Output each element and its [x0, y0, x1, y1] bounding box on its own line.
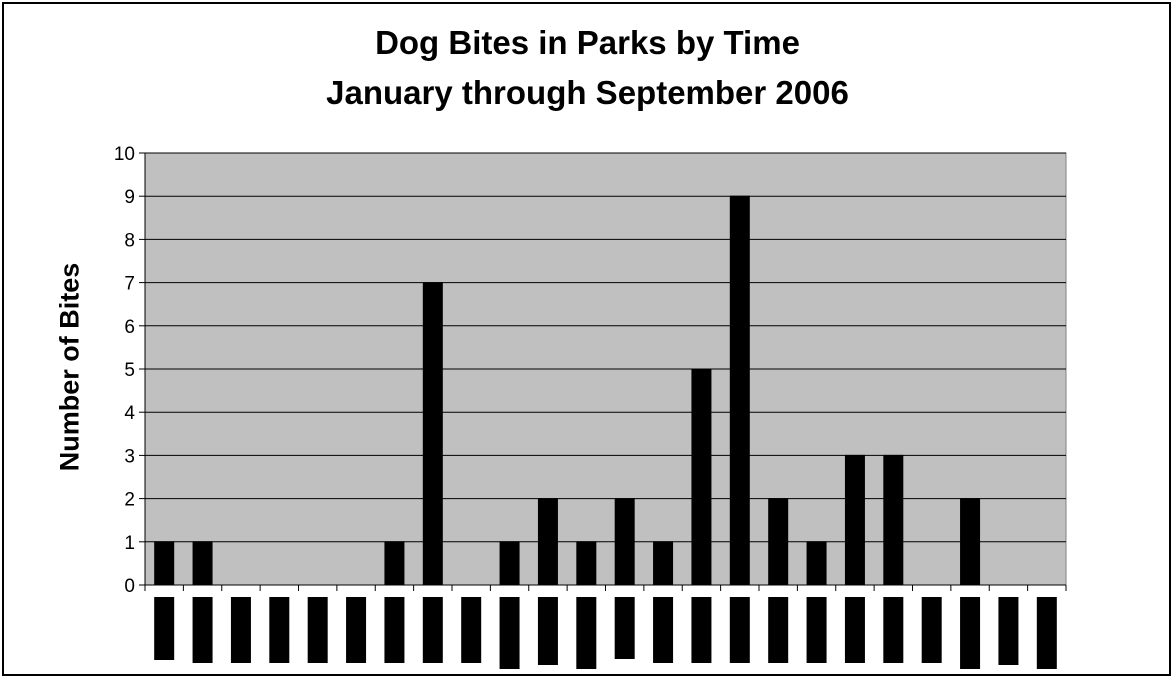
x-tick-label-block: [806, 597, 827, 663]
x-tick-label-block: [346, 597, 367, 663]
bar: [691, 368, 712, 586]
x-tick-label-block: [653, 597, 674, 663]
x-tick-label-block: [614, 597, 635, 659]
bar: [537, 498, 558, 586]
y-tick-label: 3: [124, 446, 135, 467]
x-tick-label-block: [729, 597, 750, 663]
x-tick-label-block: [269, 597, 290, 663]
bar: [576, 541, 597, 586]
bar: [768, 498, 789, 586]
y-tick-label: 1: [124, 533, 135, 554]
x-tick-label-block: [422, 597, 443, 663]
x-tick-label-block: [998, 597, 1019, 665]
bar: [883, 454, 904, 586]
x-tick-label-block: [537, 597, 558, 665]
y-tick-label: 0: [124, 576, 135, 597]
y-tick-label: 7: [124, 274, 135, 295]
y-tick-label: 8: [124, 230, 135, 251]
x-tick-label-block: [844, 597, 865, 663]
bar: [422, 282, 443, 586]
y-tick-label: 10: [114, 144, 135, 165]
bar: [960, 498, 981, 586]
x-tick-label-block: [154, 597, 175, 660]
x-tick-label-block: [461, 597, 482, 663]
bar: [653, 541, 674, 586]
bar: [729, 195, 750, 586]
x-tick-label-block: [883, 597, 904, 663]
y-tick-label: 6: [124, 317, 135, 338]
x-tick-label-block: [921, 597, 942, 663]
x-tick-label-block: [307, 597, 328, 663]
bar: [192, 541, 213, 586]
x-tick-label-block: [1036, 597, 1057, 669]
x-tick-label-block: [230, 597, 251, 663]
x-tick-label-block: [576, 597, 597, 669]
x-tick-label-block: [691, 597, 712, 663]
bar: [844, 454, 865, 586]
y-tick-label: 4: [124, 403, 135, 424]
y-tick-label: 2: [124, 490, 135, 511]
x-tick-label-block: [192, 597, 213, 663]
bar: [806, 541, 827, 586]
bar: [154, 541, 175, 586]
chart-title: Dog Bites in Parks by Time: [375, 24, 800, 61]
x-tick-label-block: [768, 597, 789, 663]
bar: [614, 498, 635, 586]
y-tick-label: 9: [124, 187, 135, 208]
x-tick-label-block: [960, 597, 981, 669]
bar: [499, 541, 520, 586]
x-tick-label-block: [499, 597, 520, 669]
y-tick-label: 5: [124, 360, 135, 381]
bar: [384, 541, 405, 586]
chart-subtitle: January through September 2006: [326, 74, 849, 111]
x-tick-label-block: [384, 597, 405, 663]
